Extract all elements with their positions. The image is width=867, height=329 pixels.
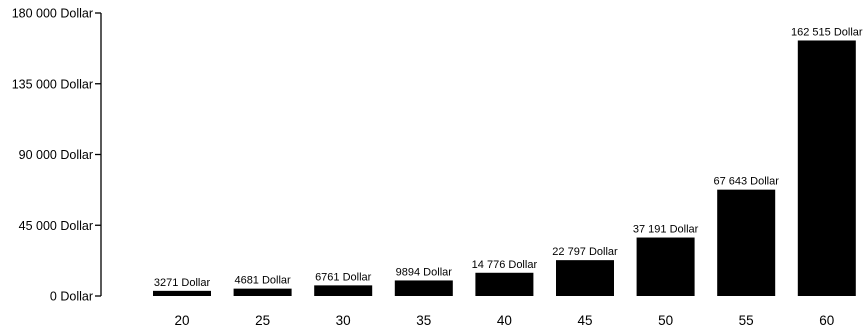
y-axis: 0 Dollar 45 000 Dollar 90 000 Dollar 135 00… [12, 7, 102, 304]
data-label-40: 14 776 Dollar [472, 259, 538, 271]
bar-40 [475, 272, 534, 296]
y-tick-label: 90 000 Dollar [19, 148, 93, 162]
data-label-20: 3271 Dollar [154, 277, 211, 289]
data-label-30: 6761 Dollar [315, 271, 372, 283]
x-tick-label-45: 45 [577, 313, 592, 328]
bar-60 [797, 40, 856, 296]
x-tick-label-30: 30 [336, 313, 351, 328]
data-label-45: 22 797 Dollar [552, 246, 618, 258]
bar-20 [153, 290, 211, 296]
bar-25 [233, 288, 292, 296]
data-label-50: 37 191 Dollar [633, 224, 699, 236]
data-label-35: 9894 Dollar [396, 266, 453, 278]
y-tick-label: 180 000 Dollar [12, 7, 93, 21]
y-tick-label: 135 000 Dollar [12, 77, 93, 91]
x-axis-labels: 20 25 30 35 40 45 50 55 60 [174, 313, 834, 328]
x-tick-label-40: 40 [497, 313, 512, 328]
x-tick-label-50: 50 [658, 313, 673, 328]
y-tick-label: 45 000 Dollar [19, 219, 93, 233]
x-tick-label-55: 55 [739, 313, 754, 328]
bar-45 [556, 260, 614, 296]
x-tick-label-25: 25 [255, 313, 270, 328]
bar-55 [717, 189, 776, 296]
x-tick-label-35: 35 [416, 313, 431, 328]
y-tick-label: 0 Dollar [50, 290, 93, 304]
bars-group: 3271 Dollar 4681 Dollar 6761 Dollar 9894 Do… [153, 26, 863, 296]
bar-50 [636, 237, 695, 296]
data-label-60: 162 515 Dollar [791, 26, 863, 38]
data-label-55: 67 643 Dollar [713, 176, 779, 188]
x-tick-label-20: 20 [174, 313, 189, 328]
bar-35 [394, 280, 453, 296]
bar-30 [314, 285, 373, 296]
x-tick-label-60: 60 [819, 313, 834, 328]
data-label-25: 4681 Dollar [234, 275, 291, 287]
